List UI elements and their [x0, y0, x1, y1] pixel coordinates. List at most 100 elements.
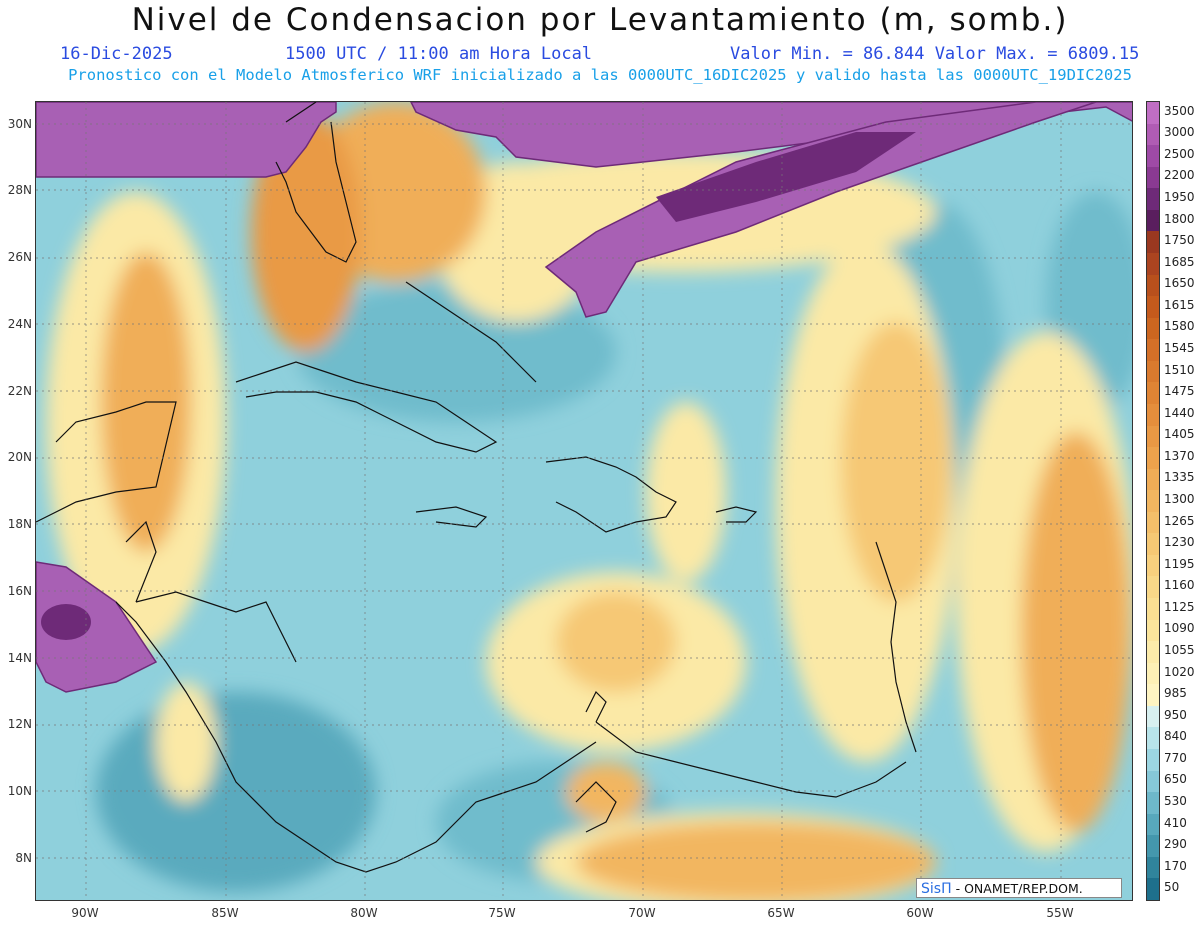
lat-label: 20N: [7, 450, 32, 464]
colorbar-level-label: 1475: [1164, 384, 1195, 399]
colorbar-level-label: 1800: [1164, 211, 1195, 226]
high-lcl-regions: [36, 102, 1132, 693]
colorbar-level-label: 2500: [1164, 146, 1195, 161]
colorbar-level-label: 985: [1164, 686, 1187, 701]
forecast-map: [35, 101, 1133, 901]
colorbar-swatch: [1147, 123, 1159, 146]
lat-label: 26N: [7, 250, 32, 264]
minmax-label: Valor Min. = 86.844 Valor Max. = 6809.15: [730, 44, 1140, 64]
colorbar-swatch: [1147, 490, 1159, 513]
colorbar-level-label: 650: [1164, 772, 1187, 787]
colorbar-swatch: [1147, 209, 1159, 232]
colorbar-swatch: [1147, 749, 1159, 772]
colorbar-level-label: 1510: [1164, 362, 1195, 377]
colorbar-level-label: 1230: [1164, 535, 1195, 550]
colorbar-level-label: 1125: [1164, 599, 1195, 614]
colorbar-swatch: [1147, 835, 1159, 858]
colorbar-swatch: [1147, 813, 1159, 836]
colorbar-level-label: 1265: [1164, 513, 1195, 528]
map-canvas: [36, 102, 1132, 900]
colorbar-level-label: 1405: [1164, 427, 1195, 442]
lat-label: 14N: [7, 651, 32, 665]
lat-label: 12N: [7, 717, 32, 731]
date-label: 16-Dic-2025: [60, 44, 173, 64]
colorbar-level-label: 3000: [1164, 125, 1195, 140]
colorbar-swatch: [1147, 403, 1159, 426]
lon-label: 65W: [767, 906, 795, 920]
colorbar-level-label: 1685: [1164, 254, 1195, 269]
colorbar-level-label: 1750: [1164, 233, 1195, 248]
colorbar-swatch: [1147, 511, 1159, 534]
colorbar-level-label: 1160: [1164, 578, 1195, 593]
colorbar-level-label: 1950: [1164, 190, 1195, 205]
graticule: [36, 102, 1132, 900]
sispi-logo: SisΠ: [921, 881, 952, 897]
colorbar-swatch: [1147, 382, 1159, 405]
colorbar-swatch: [1147, 166, 1159, 189]
colorbar-swatch: [1147, 598, 1159, 621]
colorbar-swatch: [1147, 878, 1159, 901]
colorbar-swatch: [1147, 296, 1159, 319]
colorbar-swatch: [1147, 533, 1159, 556]
colorbar-swatch: [1147, 468, 1159, 491]
lat-label: 8N: [15, 851, 32, 865]
colorbar-swatch: [1147, 576, 1159, 599]
colorbar-swatch: [1147, 274, 1159, 297]
colorbar-level-label: 1090: [1164, 621, 1195, 636]
colorbar-level-label: 1370: [1164, 448, 1195, 463]
colorbar-swatch: [1147, 554, 1159, 577]
credit-text: - ONAMET/REP.DOM.: [955, 881, 1083, 896]
colorbar-swatch: [1147, 425, 1159, 448]
map-title: Nivel de Condensacion por Levantamiento …: [131, 2, 1069, 38]
colorbar-swatch: [1147, 252, 1159, 276]
lon-label: 75W: [488, 906, 516, 920]
colorbar-level-label: 50: [1164, 880, 1180, 895]
colorbar-swatch: [1147, 188, 1159, 211]
lon-label: 90W: [71, 906, 99, 920]
lat-label: 30N: [7, 117, 32, 131]
credit-box: SisΠ - ONAMET/REP.DOM.: [916, 878, 1122, 898]
colorbar-level-label: 1580: [1164, 319, 1195, 334]
colorbar-swatch: [1147, 317, 1159, 340]
colorbar-swatch: [1147, 641, 1159, 664]
lon-label: 80W: [350, 906, 378, 920]
colorbar-level-label: 290: [1164, 837, 1187, 852]
lon-label: 85W: [211, 906, 239, 920]
lon-label: 60W: [906, 906, 934, 920]
colorbar-level-label: 1335: [1164, 470, 1195, 485]
colorbar-swatch: [1147, 684, 1159, 707]
colorbar-level-label: 530: [1164, 793, 1187, 808]
colorbar-level-label: 950: [1164, 707, 1187, 722]
colorbar-swatch: [1147, 619, 1159, 642]
colorbar-swatch: [1147, 705, 1159, 728]
lat-label: 24N: [7, 317, 32, 331]
colorbar-level-label: 2200: [1164, 168, 1195, 183]
colorbar-level-label: 1300: [1164, 492, 1195, 506]
colorbar-level-label: 1055: [1164, 642, 1195, 657]
lat-label: 10N: [7, 784, 32, 798]
colorbar-level-label: 840: [1164, 729, 1187, 744]
colorbar-level-label: 1545: [1164, 341, 1195, 356]
coastline-icon: [36, 102, 917, 873]
colorbar-swatch: [1147, 727, 1159, 750]
colorbar-level-label: 770: [1164, 750, 1187, 765]
lon-label: 70W: [628, 906, 656, 920]
colorbar-swatch: [1147, 662, 1159, 685]
colorbar: [1146, 101, 1160, 901]
colorbar-level-label: 1195: [1164, 556, 1195, 571]
colorbar-swatch: [1147, 231, 1159, 254]
colorbar-level-label: 1615: [1164, 297, 1195, 312]
lon-label: 55W: [1046, 906, 1074, 920]
colorbar-level-label: 1440: [1164, 405, 1195, 420]
colorbar-level-label: 410: [1164, 815, 1187, 830]
time-label: 1500 UTC / 11:00 am Hora Local: [285, 44, 593, 64]
lat-label: 22N: [7, 384, 32, 398]
colorbar-swatch: [1147, 145, 1159, 168]
colorbar-level-label: 1020: [1164, 664, 1195, 679]
colorbar-level-label: 3500: [1164, 103, 1195, 118]
colorbar-swatch: [1147, 102, 1159, 125]
colorbar-swatch: [1147, 792, 1159, 815]
forecast-label: Pronostico con el Modelo Atmosferico WRF…: [68, 66, 1132, 84]
lat-label: 28N: [7, 183, 32, 197]
colorbar-swatch: [1147, 856, 1159, 879]
